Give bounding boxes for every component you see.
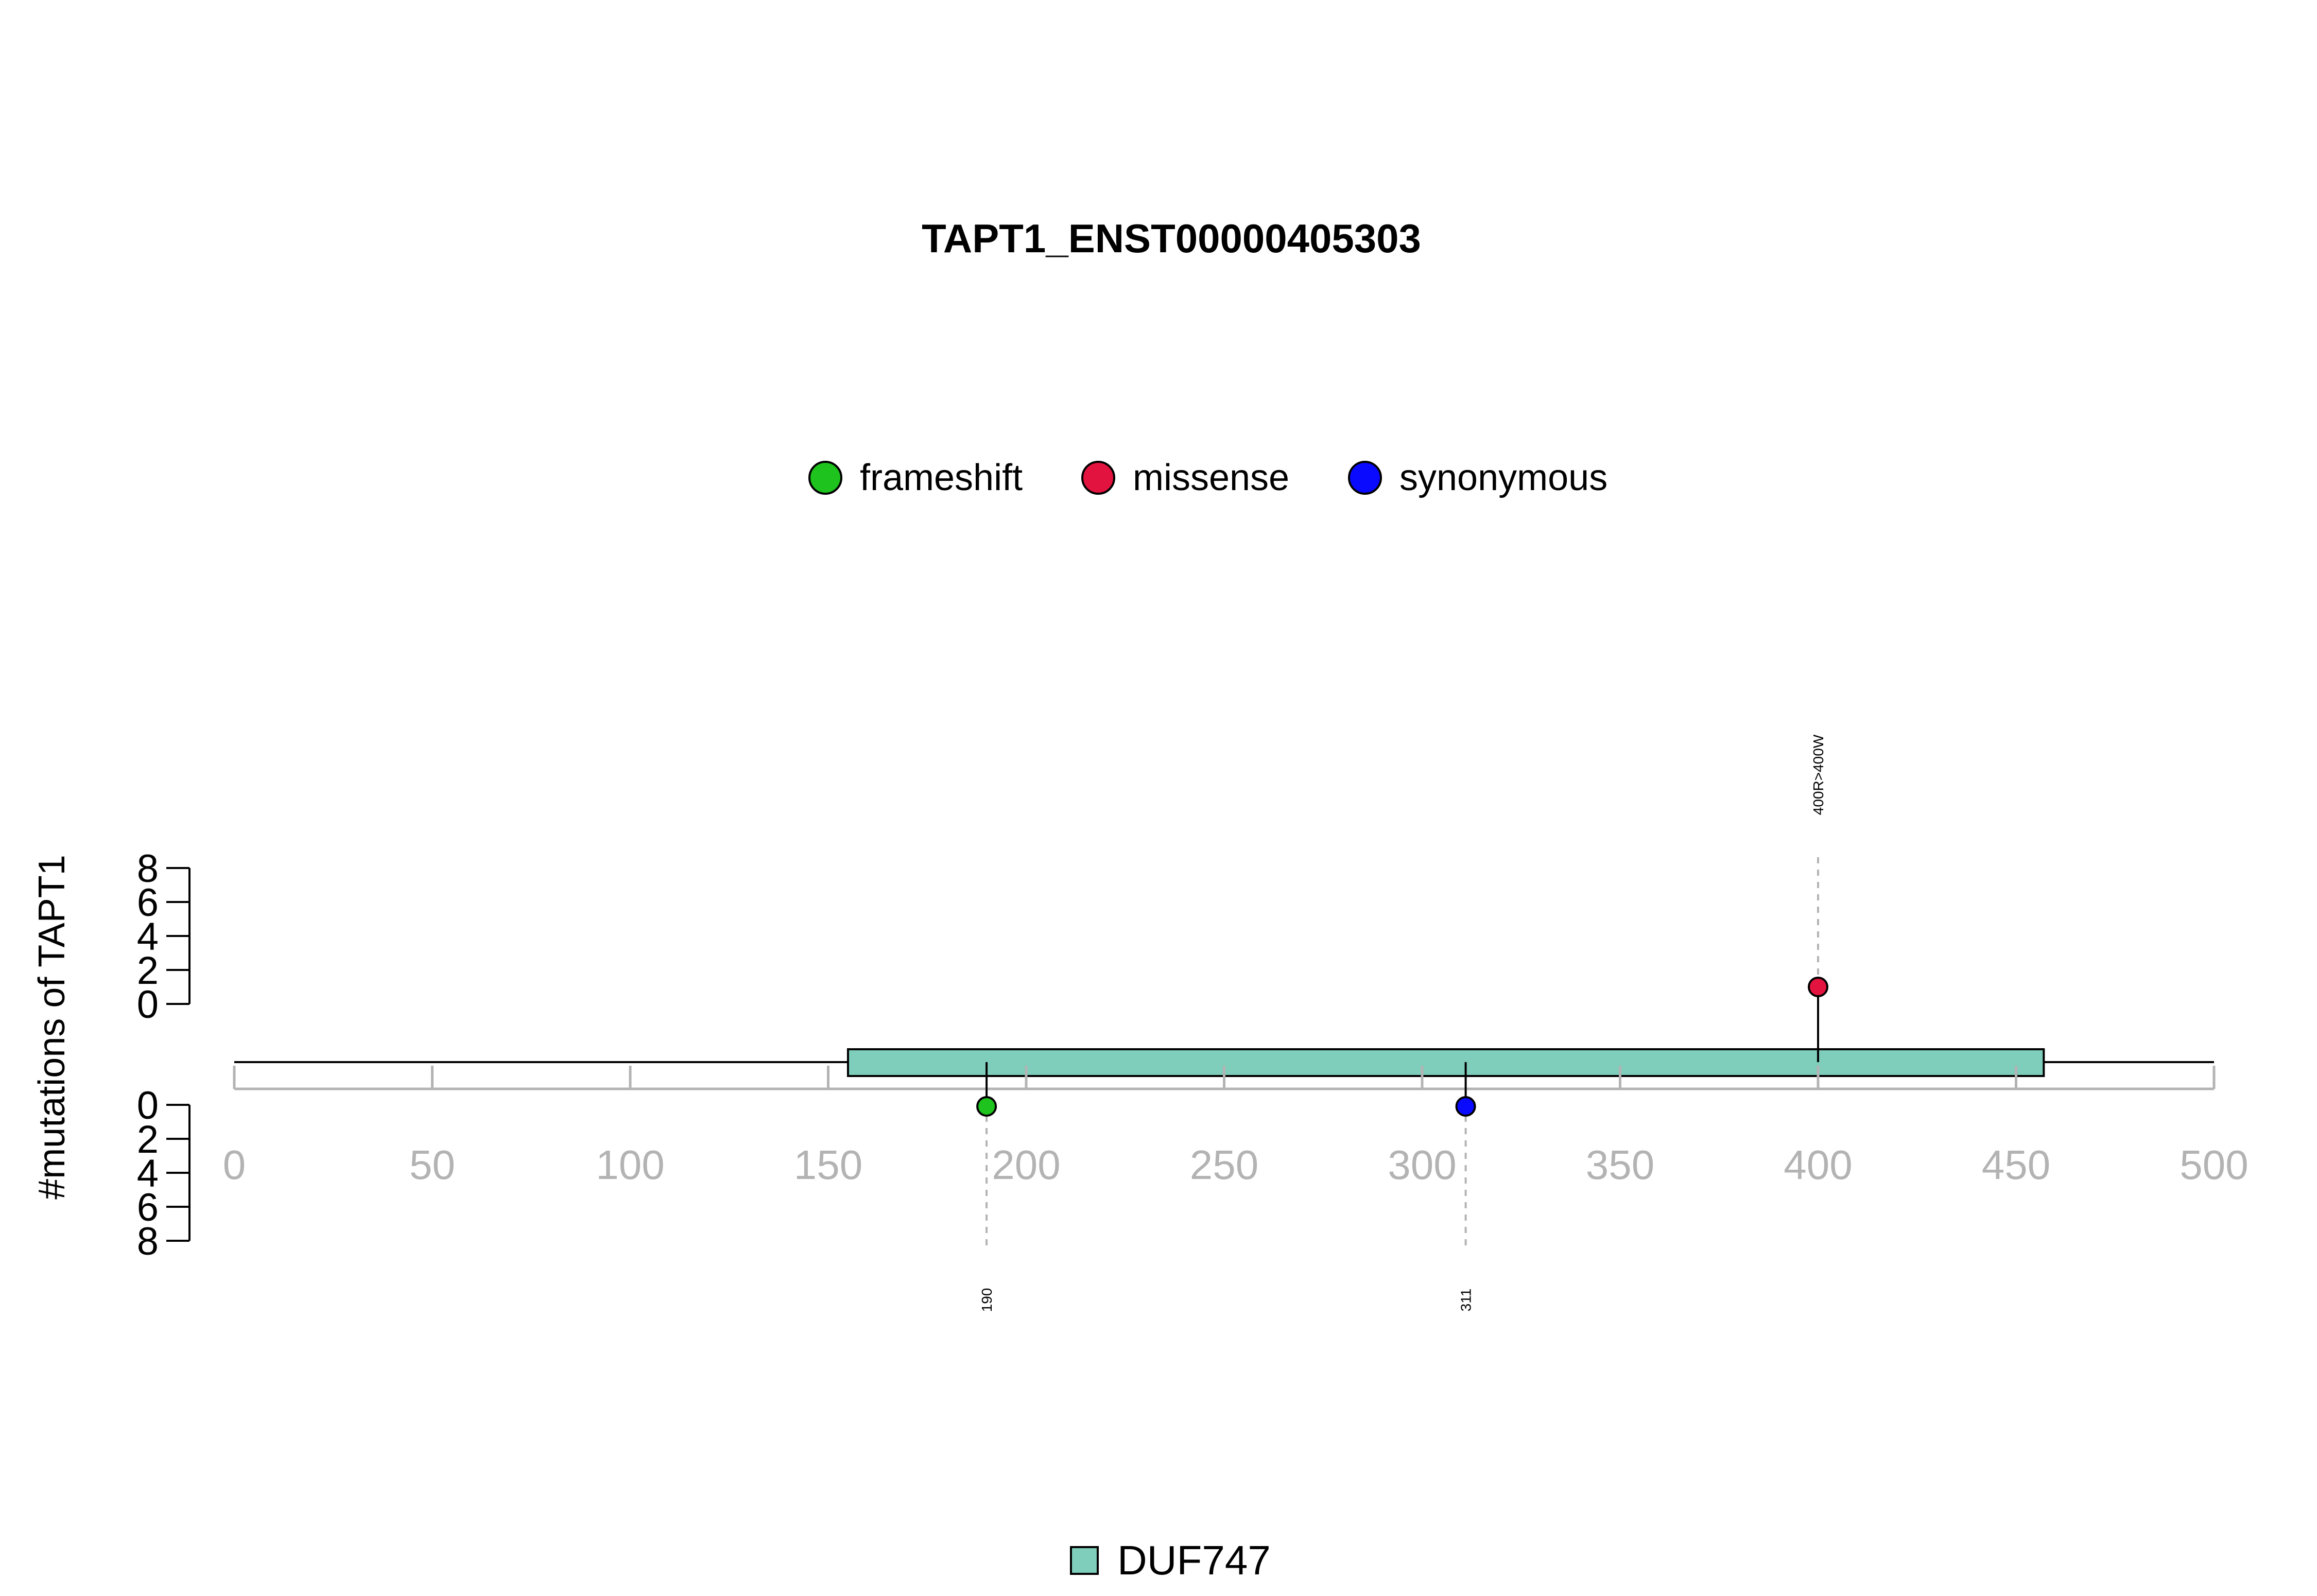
x-tick-label-300: 300 [1388,1142,1456,1188]
legend-marker-missense [1081,461,1115,495]
y-top-tick-label-2: 2 [137,949,159,993]
legend-marker-synonymous [1348,461,1382,495]
mutation-point-synonymous [1455,1096,1476,1117]
mutation-layer: 190 311 400R>400W [976,734,1828,1312]
mutation-311: 311 [1455,1062,1476,1312]
x-tick-label-50: 50 [409,1142,455,1188]
mutation-legend: frameshift missense synonymous [808,457,1607,498]
y-bottom-tick-label-2: 2 [137,1118,159,1161]
domain-DUF747 [846,1048,2045,1077]
x-tick-label-450: 450 [1982,1142,2050,1188]
x-tick-label-500: 500 [2180,1142,2248,1188]
mutation-point-missense [1808,977,1828,997]
legend-label-synonymous: synonymous [1399,457,1607,498]
domain-layer [846,1048,2045,1077]
mutation-label: 400R>400W [1810,734,1826,815]
y-bottom-tick-label-8: 8 [137,1220,159,1263]
mutation-label: 311 [1458,1289,1474,1312]
domain-legend: DUF747 [1070,1537,1271,1583]
x-axis: 0 50 100 150 200 250 300 350 400 450 500 [223,1066,2249,1188]
legend-label-missense: missense [1133,457,1289,498]
x-tick-label-400: 400 [1784,1142,1852,1188]
y-top-tick-label-4: 4 [137,915,159,959]
y-bottom-tick-label-6: 6 [137,1186,159,1229]
legend-marker-frameshift [808,461,842,495]
x-tick-label-0: 0 [223,1142,246,1188]
mutation-400R>400W: 400R>400W [1808,734,1828,1062]
y-top-tick-label-8: 8 [137,847,159,891]
x-tick-label-150: 150 [794,1142,862,1188]
mutation-label: 190 [979,1288,995,1312]
legend-label-frameshift: frameshift [860,457,1023,498]
domain-legend-label: DUF747 [1117,1537,1271,1583]
y-bottom-tick-label-0: 0 [137,1084,159,1127]
x-tick-label-200: 200 [992,1142,1060,1188]
chart-title: TAPT1_ENST00000405303 [922,216,1421,261]
domain-legend-swatch [1070,1546,1099,1575]
y-bottom-tick-label-4: 4 [137,1152,159,1195]
mutation-190: 190 [976,1062,997,1312]
y-axis-label: #mutations of TAPT1 [31,855,73,1200]
x-tick-label-250: 250 [1190,1142,1258,1188]
y-top-tick-label-0: 0 [137,983,159,1027]
mutation-point-frameshift [976,1096,997,1117]
y-top-tick-label-6: 6 [137,881,159,925]
x-tick-label-100: 100 [596,1142,664,1188]
x-tick-label-350: 350 [1586,1142,1654,1188]
